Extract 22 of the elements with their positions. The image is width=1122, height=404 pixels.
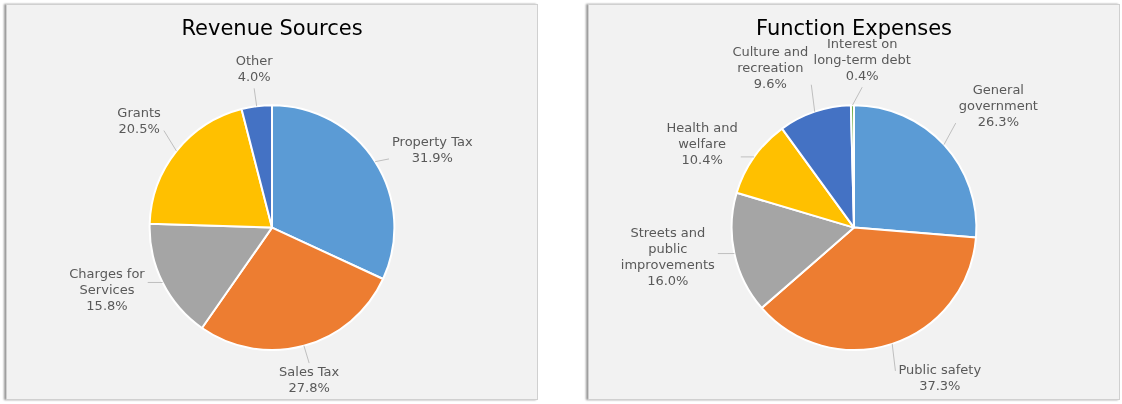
- data-label: 26.3%: [977, 113, 1019, 129]
- data-label: 27.8%: [288, 379, 330, 395]
- slice-label: Streets and public improvements: [620, 224, 716, 272]
- slice-label: Charges for Services: [69, 266, 146, 298]
- slice-label: Other: [235, 53, 274, 69]
- data-label: 4.0%: [237, 69, 271, 85]
- slice-label: Grants: [117, 105, 162, 121]
- data-label: 0.4%: [845, 68, 879, 84]
- slice-label: General government: [958, 81, 1038, 113]
- data-label: 37.3%: [919, 377, 961, 393]
- data-label: 20.5%: [118, 121, 160, 137]
- slice-label: Public safety: [898, 361, 982, 377]
- data-label: 31.9%: [411, 149, 453, 165]
- data-label: 16.0%: [647, 272, 689, 288]
- slice-label: Property Tax: [391, 133, 473, 149]
- slice-label: Culture and recreation: [732, 43, 809, 75]
- data-label: 9.6%: [753, 75, 787, 91]
- data-label: 10.4%: [681, 152, 723, 168]
- chart-title: Revenue Sources: [181, 16, 363, 41]
- slice-label: Health and welfare: [666, 120, 738, 152]
- slice-label: Sales Tax: [279, 363, 340, 379]
- data-label: 15.8%: [86, 298, 128, 314]
